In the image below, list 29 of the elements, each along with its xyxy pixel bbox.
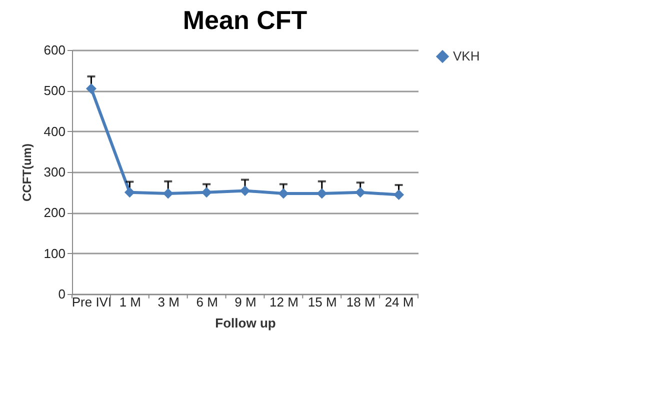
x-tick-label: 18 M	[346, 294, 376, 310]
x-tick-label: 24 M	[384, 294, 414, 310]
point	[316, 188, 328, 199]
y-tick-label: 400	[44, 124, 66, 139]
chart-title: Mean CFT	[182, 5, 308, 35]
point	[240, 185, 250, 196]
y-axis-title: CCFT(um)	[20, 144, 34, 202]
point	[86, 83, 96, 94]
x-tick-label: 6 M	[196, 294, 218, 310]
x-tick-label: Pre IVI	[72, 294, 112, 310]
y-tick-label: 0	[58, 286, 66, 302]
y-tick-label: 300	[44, 164, 66, 180]
point	[124, 187, 135, 198]
x-tick-label: 15 M	[308, 294, 337, 310]
x-tick-label: 9 M	[234, 294, 256, 310]
legend-label: VKH	[453, 48, 480, 64]
point	[278, 188, 289, 199]
x-tick-label: 3 M	[158, 294, 180, 310]
point	[355, 187, 366, 198]
y-tick-label: 500	[44, 83, 66, 98]
point	[162, 188, 174, 199]
point	[201, 187, 212, 198]
point	[394, 190, 404, 200]
y-tick-label: 100	[44, 246, 66, 261]
y-tick-label: 200	[44, 205, 66, 220]
y-tick-label: 600	[44, 42, 66, 58]
x-axis-title: Follow up	[215, 316, 276, 330]
x-tick-label: 12 M	[269, 294, 298, 310]
x-tick-label: 1 M	[119, 294, 142, 310]
